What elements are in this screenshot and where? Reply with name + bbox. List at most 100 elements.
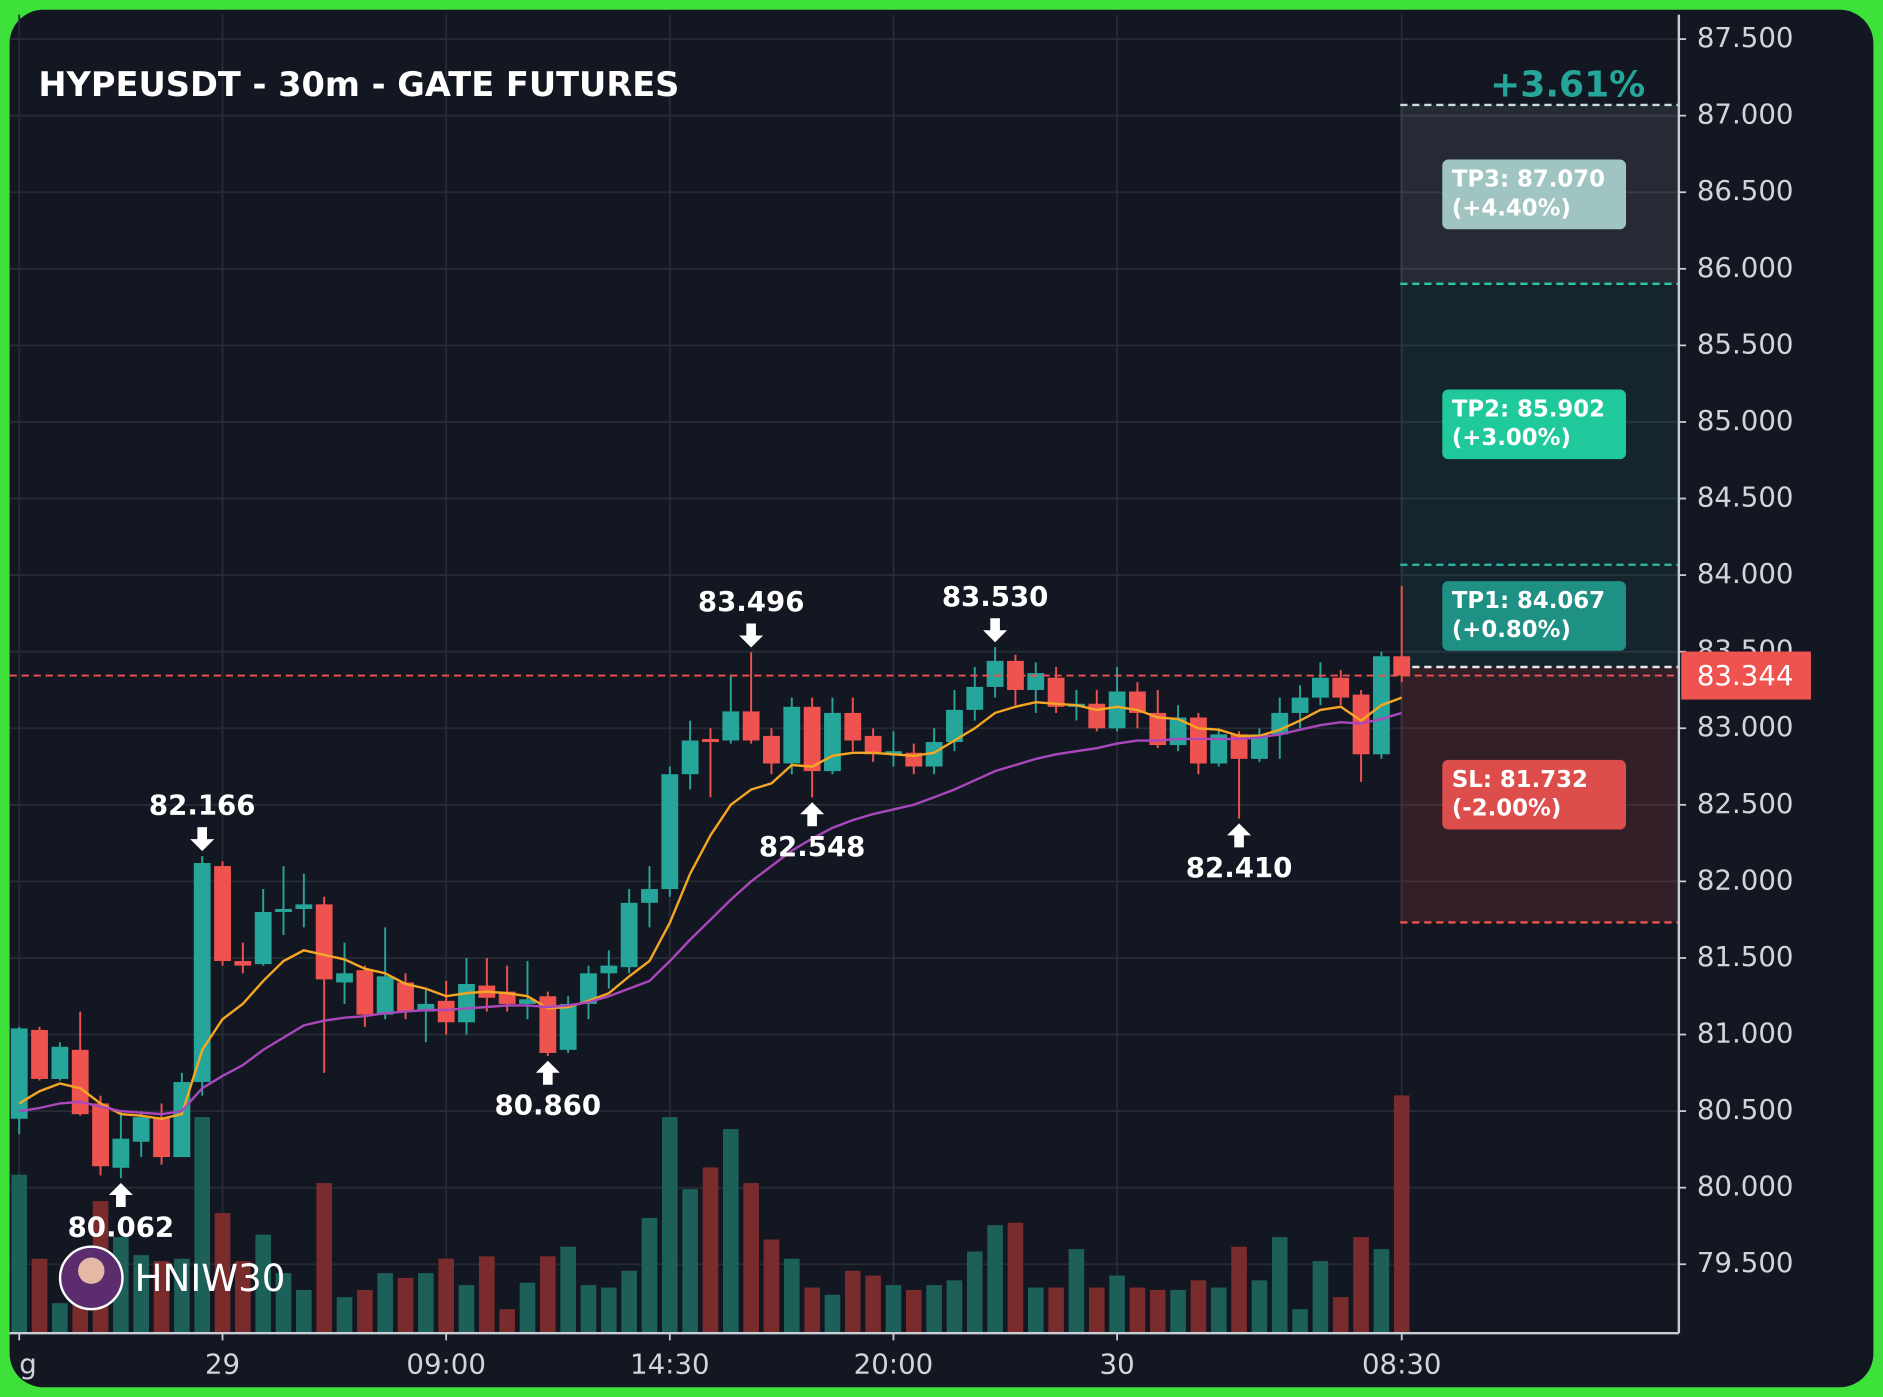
arrow-down bbox=[983, 618, 1008, 643]
level-box bbox=[1442, 389, 1627, 460]
y-tick-label: 84.500 bbox=[1697, 481, 1794, 514]
volume-bar bbox=[1068, 1249, 1085, 1334]
level-pct: (+4.40%) bbox=[1452, 195, 1571, 221]
candle-body bbox=[295, 904, 313, 909]
annotation-label: 82.166 bbox=[149, 789, 256, 822]
candle-body bbox=[1251, 734, 1268, 759]
y-tick-label: 87.500 bbox=[1697, 21, 1794, 54]
ma-line bbox=[18, 696, 1403, 1121]
candle-body bbox=[661, 774, 679, 890]
volume-bar bbox=[1332, 1297, 1349, 1334]
volume-bar bbox=[702, 1167, 719, 1334]
trade-zones: TP3: 87.070 (+4.40%) TP2: 85.902 (+3.00%) TP… bbox=[1400, 103, 1679, 924]
candle-body bbox=[1311, 677, 1329, 698]
volume-bar bbox=[479, 1256, 495, 1334]
volume-bar bbox=[519, 1282, 536, 1334]
candle-body bbox=[397, 982, 414, 1012]
candle-body bbox=[925, 742, 943, 767]
candle-body bbox=[641, 889, 658, 903]
annotation-label: 80.860 bbox=[495, 1088, 602, 1121]
x-tick-label: g bbox=[19, 1348, 37, 1381]
volume-bar bbox=[316, 1183, 332, 1334]
candle-body bbox=[1108, 691, 1126, 729]
volume-bar bbox=[783, 1258, 800, 1334]
volume-bar bbox=[1088, 1287, 1105, 1334]
candle-body bbox=[1210, 734, 1228, 764]
volume-bar bbox=[682, 1189, 698, 1334]
volume-bar bbox=[1048, 1287, 1064, 1334]
x-tick-label: 08:30 bbox=[1362, 1348, 1442, 1381]
level-pct: (+3.00%) bbox=[1452, 425, 1571, 451]
volume-bar bbox=[235, 1261, 251, 1334]
watermark: HNIW30 bbox=[135, 1256, 286, 1300]
volume-bar bbox=[844, 1270, 861, 1334]
candle-body bbox=[986, 660, 1004, 687]
candle-body bbox=[112, 1138, 130, 1168]
candle-body bbox=[702, 738, 719, 743]
y-tick-label: 79.500 bbox=[1697, 1246, 1794, 1279]
arrow-down bbox=[739, 623, 764, 648]
volume-bar bbox=[865, 1275, 881, 1334]
candle-body bbox=[763, 735, 780, 764]
level-label: TP2: 85.902 bbox=[1452, 396, 1605, 422]
volume-bar bbox=[1271, 1237, 1288, 1334]
candle-body bbox=[1047, 677, 1065, 707]
volume-bar bbox=[1027, 1287, 1044, 1334]
candle-body bbox=[51, 1046, 69, 1079]
volume-bar bbox=[1109, 1275, 1125, 1334]
candle-body bbox=[437, 1000, 455, 1023]
volume-bar bbox=[560, 1246, 576, 1334]
candle-body bbox=[417, 1003, 435, 1012]
candle-body bbox=[844, 712, 862, 741]
candle-body bbox=[1007, 660, 1024, 690]
candle-body bbox=[458, 984, 475, 1023]
x-tick-label: 14:30 bbox=[630, 1348, 710, 1381]
volume-bar bbox=[255, 1234, 271, 1334]
volume-bar bbox=[418, 1273, 434, 1334]
candle-body bbox=[356, 970, 374, 1015]
ma-line bbox=[19, 711, 1403, 1116]
candle-body bbox=[864, 735, 882, 755]
annotation-label: 83.496 bbox=[698, 585, 805, 618]
volume-bar bbox=[722, 1129, 739, 1334]
level-label: TP1: 84.067 bbox=[1452, 588, 1605, 614]
arrow-up bbox=[800, 802, 825, 827]
volume-bar bbox=[601, 1287, 617, 1334]
volume-bar bbox=[540, 1256, 556, 1334]
candle-body bbox=[742, 711, 760, 741]
x-tick-label: 29 bbox=[205, 1348, 240, 1381]
overlay: 79.500 80.000 80.500 81.000 81.500 82.000 82.5… bbox=[9, 21, 1811, 1381]
volume-bar bbox=[194, 1117, 211, 1334]
level-label: TP3: 87.070 bbox=[1452, 166, 1605, 192]
candle-body bbox=[336, 973, 353, 983]
arrow-up bbox=[535, 1060, 560, 1085]
volume-bar bbox=[987, 1225, 1003, 1334]
candle-body bbox=[519, 999, 536, 1004]
candle-body bbox=[539, 996, 557, 1053]
volume-bar bbox=[174, 1258, 190, 1334]
y-tick-label: 80.000 bbox=[1697, 1170, 1794, 1203]
volume-bar bbox=[153, 1261, 170, 1334]
candle-body bbox=[1393, 656, 1411, 676]
candle-body bbox=[1129, 691, 1146, 713]
x-tick-label: 20:00 bbox=[854, 1348, 934, 1381]
candle-body bbox=[1230, 734, 1248, 759]
volume-bar bbox=[1129, 1287, 1146, 1334]
volume-bar bbox=[357, 1289, 373, 1334]
candle-body bbox=[214, 866, 231, 962]
volume-bar bbox=[580, 1285, 597, 1334]
volume-bar bbox=[1007, 1222, 1024, 1334]
arrow-up bbox=[108, 1182, 133, 1208]
candle-body bbox=[92, 1103, 109, 1167]
candle-body bbox=[966, 686, 984, 710]
candle-body bbox=[275, 908, 292, 913]
y-tick-label: 86.500 bbox=[1697, 174, 1794, 207]
candles bbox=[10, 585, 1411, 1179]
candle-body bbox=[559, 1003, 577, 1050]
level-label: SL: 81.732 bbox=[1452, 767, 1588, 793]
annotation-label: 82.548 bbox=[759, 830, 866, 863]
volume-bar bbox=[824, 1294, 841, 1334]
candle-body bbox=[1291, 697, 1309, 713]
volume-bar bbox=[438, 1258, 454, 1334]
